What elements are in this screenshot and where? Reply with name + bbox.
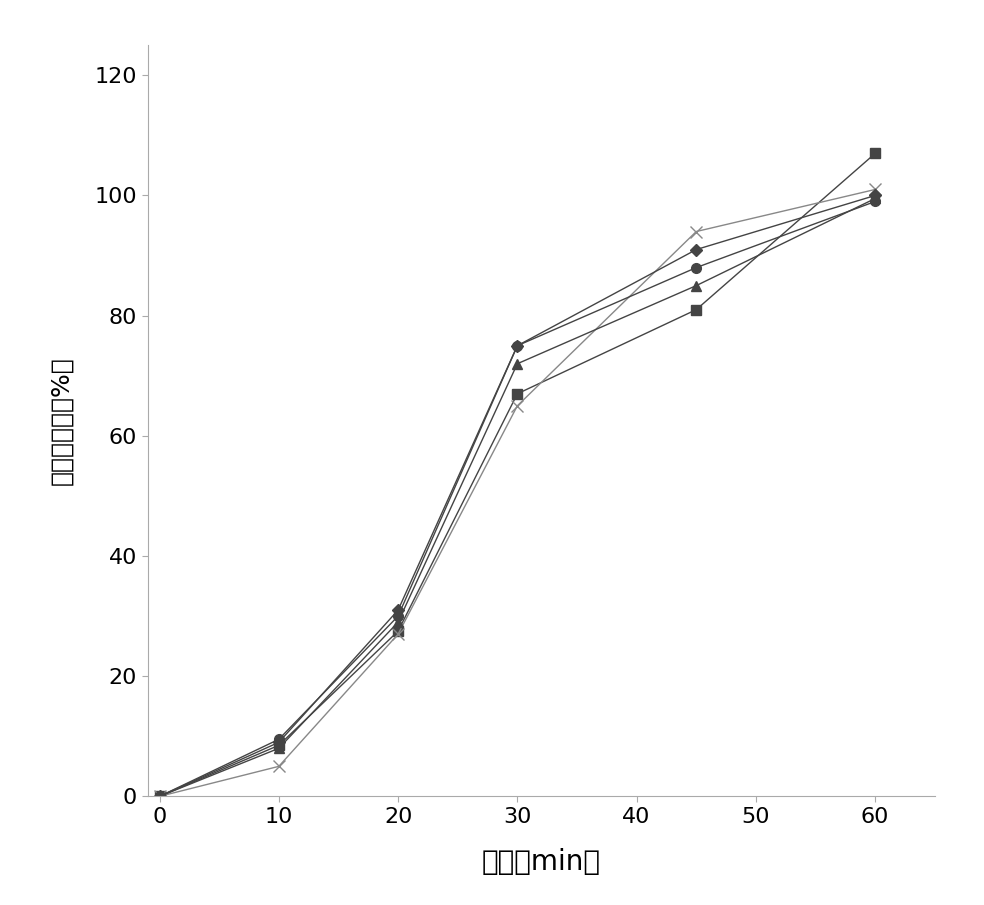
Y-axis label: 累计溶出量（%）: 累计溶出量（%） bbox=[50, 357, 74, 485]
X-axis label: 时间（min）: 时间（min） bbox=[482, 848, 600, 876]
